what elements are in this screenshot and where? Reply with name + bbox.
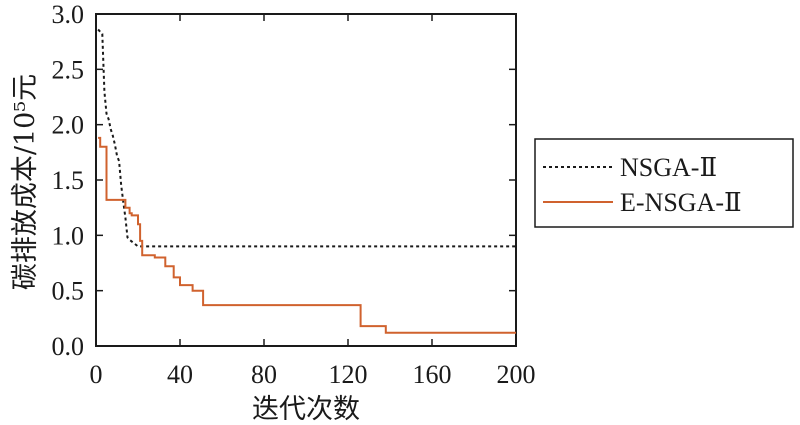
y-tick-label: 0.5 xyxy=(52,277,85,306)
series-line-e-nsga2 xyxy=(98,136,516,334)
legend-label-e-nsga2: E-NSGA-Ⅱ xyxy=(620,188,742,217)
series-layer xyxy=(97,28,516,334)
x-tick-label: 160 xyxy=(413,360,452,389)
y-tick-label: 1.5 xyxy=(52,166,85,195)
x-tick-label: 0 xyxy=(90,360,103,389)
x-tick-label: 200 xyxy=(497,360,536,389)
y-tick-label: 2.5 xyxy=(52,55,85,84)
x-tick-labels: 0 40 80 120 160 200 xyxy=(90,360,536,389)
y-tick-labels: 0.0 0.5 1.0 1.5 2.0 2.5 3.0 xyxy=(52,0,85,361)
x-axis-title: 迭代次数 xyxy=(252,394,360,425)
y-tick-label: 1.0 xyxy=(52,221,85,250)
x-tick-label: 120 xyxy=(329,360,368,389)
legend-box xyxy=(534,138,794,228)
y-axis-title: 碳排放成本/10⁵元 xyxy=(10,74,41,290)
x-tick-label: 40 xyxy=(167,360,193,389)
y-tick-label: 0.0 xyxy=(52,332,85,361)
x-tick-marks xyxy=(95,14,517,346)
legend-label-nsga2: NSGA-Ⅱ xyxy=(620,153,717,182)
x-tick-label: 80 xyxy=(251,360,277,389)
y-tick-label: 3.0 xyxy=(52,0,85,29)
y-tick-label: 2.0 xyxy=(52,111,85,140)
plot-frame xyxy=(95,13,517,347)
y-tick-marks xyxy=(96,13,516,347)
series-line-nsga2 xyxy=(97,28,516,248)
